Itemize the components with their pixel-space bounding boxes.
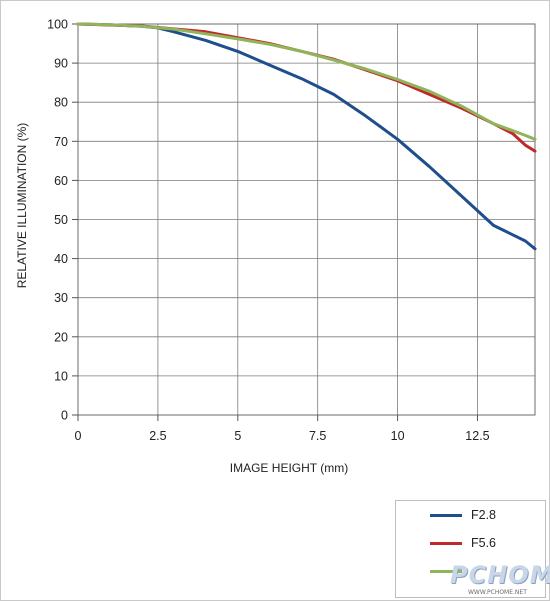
legend-label-f2-8: F2.8: [471, 508, 497, 522]
y-tick-label: 0: [61, 409, 68, 423]
y-tick-label: 50: [54, 213, 68, 227]
legend-swatch-f5-6: [430, 541, 462, 545]
series-line-f2-8: [76, 22, 537, 251]
legend: F2.8 F5.6: [395, 500, 546, 598]
y-tick-label: 70: [54, 135, 68, 149]
y-tick-label: 30: [54, 291, 68, 305]
legend-swatch-third: [430, 569, 462, 573]
series-line-f5-6: [76, 22, 537, 153]
legend-item-f2-8: F2.8: [430, 508, 496, 522]
x-tick-label: 2.5: [149, 429, 166, 443]
x-tick-label: 12.5: [465, 429, 489, 443]
y-tick-label: 80: [54, 96, 68, 110]
x-tick-label: 10: [391, 429, 405, 443]
series-lines: [76, 22, 537, 251]
legend-swatch-f2-8: [430, 513, 462, 517]
y-axis-label: RELATIVE ILLUMINATION (%): [15, 123, 29, 289]
y-axis-ticks: 0 10 20 30 40 50 60 70 80 90 100: [47, 18, 78, 423]
legend-label-f5-6: F5.6: [471, 536, 497, 550]
y-tick-label: 40: [54, 252, 68, 266]
y-tick-label: 60: [54, 174, 68, 188]
series-line-third: [76, 22, 537, 141]
x-tick-label: 7.5: [309, 429, 326, 443]
pchome-url: WWW.PCHOME.NET: [468, 589, 527, 596]
legend-item-f5-6: F5.6: [430, 536, 496, 550]
y-tick-label: 10: [54, 369, 68, 383]
x-axis-label: IMAGE HEIGHT (mm): [230, 461, 348, 475]
y-tick-label: 90: [54, 57, 68, 71]
y-tick-label: 20: [54, 330, 68, 344]
x-axis-ticks: 0 2.5 5 7.5 10 12.5: [75, 415, 490, 443]
pchome-logo: PCHOME: [450, 561, 550, 589]
x-tick-label: 5: [234, 429, 241, 443]
legend-item-third: [430, 564, 471, 578]
pchome-watermark: PCHOME WWW.PCHOME.NET: [450, 561, 550, 597]
x-tick-label: 0: [75, 429, 82, 443]
y-tick-label: 100: [47, 18, 68, 32]
